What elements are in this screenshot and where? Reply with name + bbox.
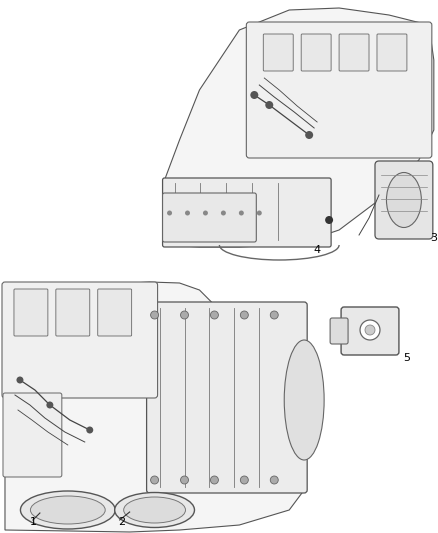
Ellipse shape: [115, 492, 194, 528]
Text: 2: 2: [118, 517, 125, 527]
Circle shape: [185, 211, 190, 215]
Text: 3: 3: [430, 233, 437, 243]
Ellipse shape: [30, 496, 105, 524]
Ellipse shape: [284, 340, 324, 460]
FancyBboxPatch shape: [56, 289, 90, 336]
FancyBboxPatch shape: [98, 289, 132, 336]
FancyBboxPatch shape: [147, 302, 307, 493]
Ellipse shape: [124, 497, 186, 523]
Text: 1: 1: [29, 517, 36, 527]
Circle shape: [151, 311, 159, 319]
Circle shape: [180, 311, 188, 319]
Circle shape: [151, 476, 159, 484]
FancyBboxPatch shape: [375, 161, 433, 239]
Circle shape: [360, 320, 380, 340]
FancyBboxPatch shape: [330, 318, 348, 344]
Ellipse shape: [21, 491, 115, 529]
Circle shape: [17, 376, 24, 384]
Circle shape: [265, 101, 273, 109]
Circle shape: [46, 401, 53, 408]
FancyBboxPatch shape: [263, 34, 293, 71]
Circle shape: [239, 211, 244, 215]
Circle shape: [270, 311, 278, 319]
FancyBboxPatch shape: [14, 289, 48, 336]
Circle shape: [86, 426, 93, 433]
Polygon shape: [5, 282, 304, 532]
Text: 4: 4: [314, 245, 321, 255]
Circle shape: [365, 325, 375, 335]
Circle shape: [240, 311, 248, 319]
FancyBboxPatch shape: [2, 282, 158, 398]
FancyBboxPatch shape: [3, 393, 62, 477]
Circle shape: [221, 211, 226, 215]
FancyBboxPatch shape: [377, 34, 407, 71]
Text: 5: 5: [403, 353, 410, 363]
Circle shape: [240, 476, 248, 484]
FancyBboxPatch shape: [339, 34, 369, 71]
FancyBboxPatch shape: [162, 193, 256, 242]
Circle shape: [210, 311, 219, 319]
Circle shape: [180, 476, 188, 484]
Circle shape: [251, 91, 258, 99]
FancyBboxPatch shape: [162, 178, 331, 247]
Circle shape: [257, 211, 262, 215]
FancyBboxPatch shape: [246, 22, 432, 158]
Polygon shape: [165, 8, 434, 247]
Circle shape: [325, 216, 333, 224]
Circle shape: [203, 211, 208, 215]
FancyBboxPatch shape: [301, 34, 331, 71]
Ellipse shape: [386, 173, 421, 228]
Circle shape: [210, 476, 219, 484]
Circle shape: [305, 131, 313, 139]
Circle shape: [167, 211, 172, 215]
Circle shape: [270, 476, 278, 484]
FancyBboxPatch shape: [341, 307, 399, 355]
